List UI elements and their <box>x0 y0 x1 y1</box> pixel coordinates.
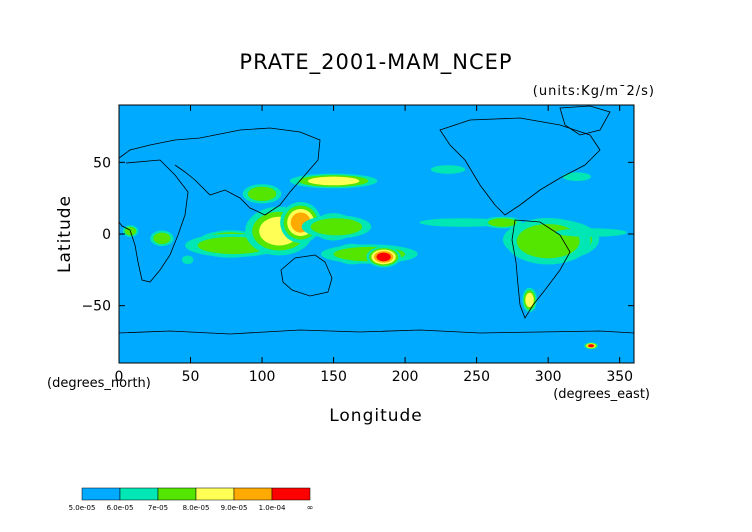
x-tick-label: 100 <box>249 369 276 385</box>
region-east-africa-rain-level-2 <box>153 232 171 245</box>
colorbar-label: 9.0e-05 <box>221 504 248 512</box>
y-tick-label: 0 <box>102 227 111 243</box>
region-north-pacific-track-level-1 <box>430 165 466 174</box>
x-axis-label: Longitude <box>329 406 423 426</box>
x-tick-label: 250 <box>463 369 490 385</box>
colorbar-swatch <box>195 487 235 501</box>
colorbar-swatch <box>81 487 121 501</box>
colorbar-label: 7e-05 <box>148 504 168 512</box>
colorbar-end-label: ∞ <box>307 503 314 512</box>
y-axis-units: (degrees_north) <box>47 376 151 391</box>
plot-area <box>118 104 635 364</box>
x-axis-units: (degrees_east) <box>553 387 650 402</box>
region-atlantic-itcz-level-1 <box>555 228 627 237</box>
colorbar-label: 6.0e-05 <box>107 504 134 512</box>
colorbar-label: 5.0e-05 <box>69 504 96 512</box>
colorbar-swatch <box>233 487 273 501</box>
colorbar-label: 8.0e-05 <box>183 504 210 512</box>
precipitation-regions <box>122 165 627 350</box>
x-tick-label: 300 <box>535 369 562 385</box>
region-spcz-east-rain-level-5 <box>376 252 391 262</box>
colorbar-swatch <box>119 487 159 501</box>
y-tick-label: 50 <box>93 155 111 171</box>
chart-title: PRATE_2001-MAM_NCEP <box>239 50 512 75</box>
colorbar-swatch <box>271 487 311 501</box>
colorbar-label: 1.0e-04 <box>259 504 286 512</box>
colorbar: 5.0e-05 6.0e-05 7e-05 8.0e-05 9.0e-05 1.0e-04… <box>69 487 314 512</box>
region-andes-chile-level-3 <box>525 292 534 308</box>
y-axis: −50 0 50 <box>81 155 634 315</box>
colorbar-swatch <box>157 487 197 501</box>
x-tick-label: 200 <box>392 369 419 385</box>
region-itcz-pacific-east-level-2 <box>488 218 517 227</box>
region-north-atlantic-track-level-1 <box>562 172 592 181</box>
y-tick-label: −50 <box>81 299 111 315</box>
region-kuroshio-rain-level-3 <box>307 176 360 186</box>
y-axis-label: Latitude <box>55 195 75 273</box>
units-label: (units:Kg/m¯2/s) <box>533 84 655 99</box>
x-tick-label: 150 <box>320 369 347 385</box>
coastlines <box>119 105 634 335</box>
x-tick-label: 50 <box>182 369 200 385</box>
region-southern-ocean-spot-level-5 <box>588 344 594 348</box>
x-axis: 0 50 100 150 200 250 300 350 <box>115 105 633 385</box>
region-south-asia-rain-level-2 <box>247 186 277 202</box>
region-itcz-pacific-level-1 <box>419 218 506 227</box>
x-tick-label: 350 <box>606 369 633 385</box>
region-madagascar-rain-level-1 <box>181 255 194 265</box>
region-warm-pool-band-level-2 <box>310 218 363 236</box>
x-tick-label: 0 <box>115 369 124 385</box>
